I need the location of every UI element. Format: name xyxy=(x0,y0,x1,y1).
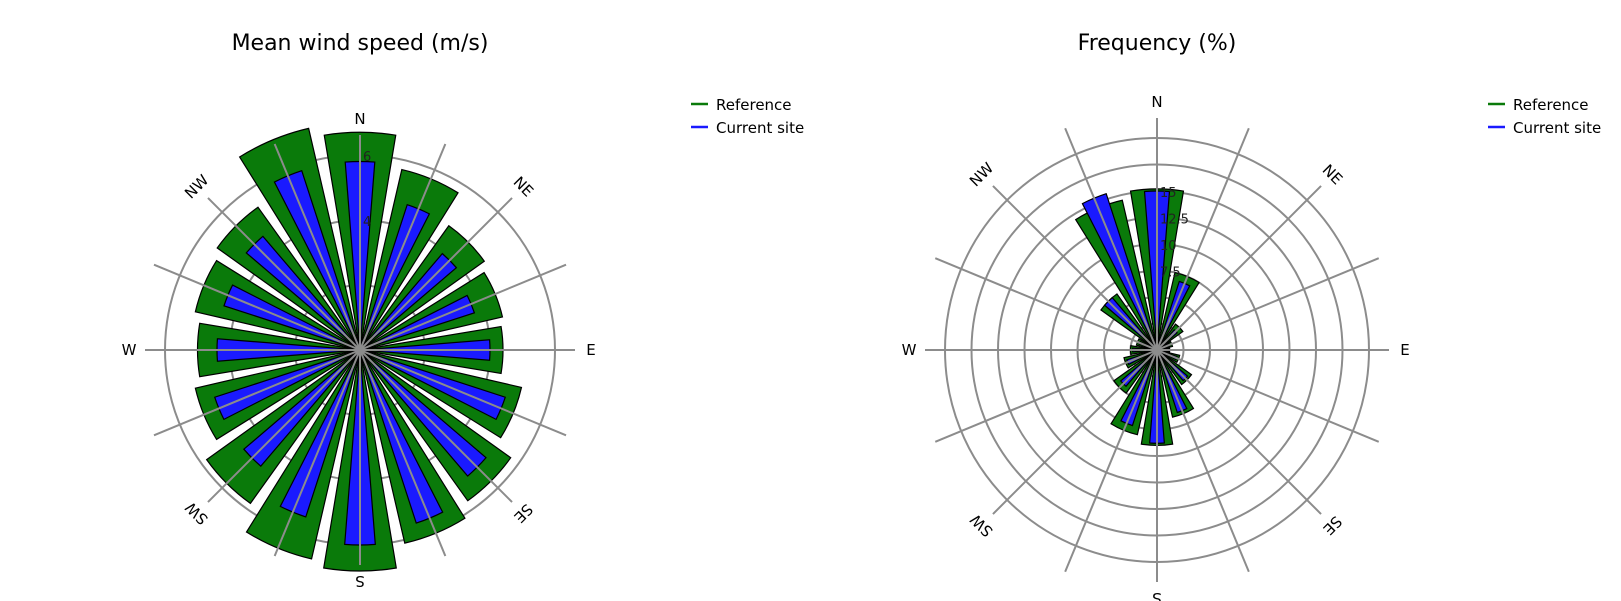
radial-tick-labels: 46 xyxy=(145,135,575,565)
grid-spoke xyxy=(359,143,447,351)
direction-label-s: S xyxy=(1152,589,1162,601)
grid-spoke xyxy=(273,143,361,351)
chart-title: Mean wind speed (m/s) xyxy=(232,31,489,56)
direction-label-s: S xyxy=(355,572,365,590)
grid-spoke xyxy=(359,263,567,351)
direction-label-sw: SW xyxy=(182,498,212,528)
legend-current-label: Current site xyxy=(1513,119,1601,137)
direction-label-e: E xyxy=(586,341,595,359)
grid-spoke xyxy=(207,197,361,351)
grid-spoke xyxy=(1156,185,1322,351)
grid-spoke xyxy=(359,349,447,557)
direction-label-ne: NE xyxy=(1319,161,1346,188)
direction-label-n: N xyxy=(1151,93,1162,111)
direction-label-e: E xyxy=(1400,341,1409,359)
radial-tick-labels: 7.5 10 12.5 15 xyxy=(925,118,1389,582)
grid-spoke xyxy=(1156,349,1380,443)
grid-spoke xyxy=(153,263,361,351)
chart-title: Frequency (%) xyxy=(1078,31,1237,56)
reference-bar xyxy=(238,127,361,351)
direction-label-w: W xyxy=(902,341,917,359)
grid-spoke xyxy=(207,349,361,503)
grid-spoke xyxy=(359,349,567,437)
grid-spoke xyxy=(1156,257,1380,351)
grid-spoke xyxy=(1064,127,1158,351)
direction-label-w: W xyxy=(122,341,137,359)
grid-spoke xyxy=(359,197,513,351)
radial-tick-label: 12.5 xyxy=(1160,213,1189,228)
grid-spoke xyxy=(1064,349,1158,573)
frequency-rose: Frequency (%) 7.5 10 12.5 15 N NE E SE S SW W NW R… xyxy=(902,31,1602,601)
legend: Reference Current site xyxy=(1488,96,1601,137)
legend-reference-label: Reference xyxy=(1513,96,1589,114)
direction-label-nw: NW xyxy=(181,171,212,202)
grid-spoke xyxy=(153,349,361,437)
grid-spoke xyxy=(992,349,1158,515)
legend: Reference Current site xyxy=(691,96,804,137)
direction-label-se: SE xyxy=(1319,512,1345,538)
radial-tick-label: 10 xyxy=(1160,239,1177,254)
direction-label-ne: NE xyxy=(510,173,537,200)
radial-tick-label: 15 xyxy=(1160,186,1177,201)
grid-spoke xyxy=(1156,349,1250,573)
radial-tick-label: 4 xyxy=(363,215,371,230)
legend-reference-label: Reference xyxy=(716,96,792,114)
grid-spoke xyxy=(1156,349,1322,515)
grid-spoke xyxy=(273,349,361,557)
radial-tick-label: 7.5 xyxy=(1160,266,1181,281)
grid-spoke xyxy=(359,349,513,503)
grid-spoke xyxy=(934,349,1158,443)
grid-spoke xyxy=(934,257,1158,351)
direction-label-sw: SW xyxy=(967,510,997,540)
grid-spoke xyxy=(992,185,1158,351)
direction-label-se: SE xyxy=(510,500,536,526)
grid-spoke xyxy=(1156,127,1250,351)
legend-current-label: Current site xyxy=(716,119,804,137)
radial-tick-label: 6 xyxy=(363,150,371,165)
direction-label-n: N xyxy=(354,110,365,128)
direction-label-nw: NW xyxy=(966,159,997,190)
